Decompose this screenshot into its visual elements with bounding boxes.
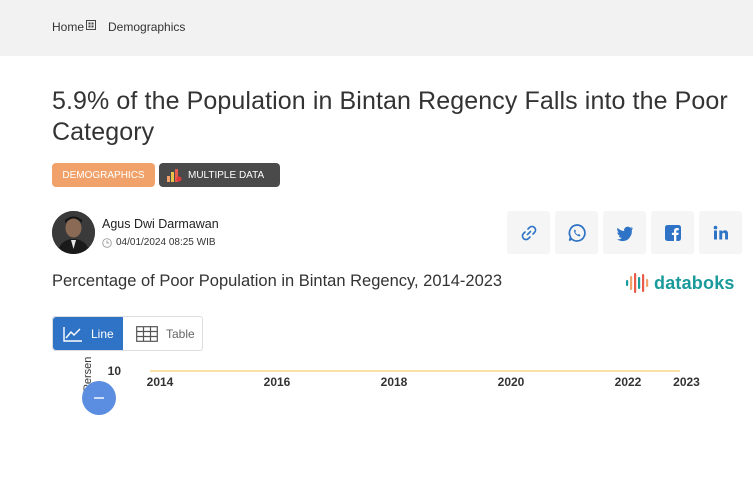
breadcrumb-current[interactable]: Demographics — [108, 20, 186, 34]
clock-icon — [102, 237, 112, 248]
share-twitter-button[interactable] — [603, 211, 646, 254]
line-chart-icon — [63, 326, 82, 342]
x-axis-ticks: 2014 2016 2018 2020 2022 2023 — [147, 375, 701, 389]
publish-date-text: 04/01/2024 08:25 WIB — [116, 237, 216, 248]
author-avatar[interactable] — [52, 211, 95, 254]
share-facebook-button[interactable] — [651, 211, 694, 254]
y-tick-label: 10 — [108, 364, 122, 378]
minus-icon — [94, 397, 104, 399]
x-tick-label: 2022 — [615, 375, 642, 389]
table-icon — [136, 325, 158, 342]
breadcrumb-separator-icon — [86, 20, 97, 30]
article-title: 5.9% of the Population in Bintan Regency… — [52, 87, 728, 146]
author-name[interactable]: Agus Dwi Darmawan — [102, 217, 219, 231]
publish-date: 04/01/2024 08:25 WIB — [102, 237, 216, 248]
x-tick-label: 2023 — [673, 375, 700, 389]
link-icon — [521, 225, 536, 240]
facebook-icon — [664, 224, 681, 241]
chart-minus-button[interactable] — [82, 381, 116, 415]
databoks-logo-text: databoks — [654, 272, 735, 293]
databoks-logo[interactable]: databoks — [625, 271, 735, 295]
x-tick-label: 2014 — [147, 375, 174, 389]
linkedin-icon — [713, 225, 728, 239]
share-link-button[interactable] — [507, 211, 550, 254]
share-linkedin-button[interactable] — [699, 211, 742, 254]
view-toggle: Line Table — [52, 316, 203, 351]
breadcrumb-home[interactable]: Home — [52, 20, 85, 34]
chart-title: Percentage of Poor Population in Bintan … — [52, 272, 503, 290]
breadcrumb: Home Demographics — [52, 20, 185, 34]
line-view-button[interactable]: Line — [53, 317, 123, 350]
table-view-label: Table — [166, 326, 195, 341]
top-bar: Home Demographics — [0, 0, 753, 56]
share-whatsapp-button[interactable] — [555, 211, 598, 254]
x-tick-label: 2018 — [381, 375, 408, 389]
x-tick-label: 2016 — [264, 375, 291, 389]
x-tick-label: 2020 — [498, 375, 525, 389]
poverty-line-chart: Persen 10 2014 2016 2018 2020 2022 2023 — [82, 357, 701, 392]
table-view-button[interactable]: Table — [123, 317, 195, 350]
whatsapp-icon — [568, 223, 586, 242]
category-tag[interactable]: DEMOGRAPHICS — [52, 163, 155, 187]
line-view-label: Line — [91, 326, 114, 341]
twitter-icon — [616, 226, 633, 241]
multiple-data-label: MULTIPLE DATA — [188, 169, 265, 181]
multiple-data-icon — [167, 169, 182, 182]
databoks-logo-icon — [626, 273, 649, 293]
multiple-data-tag[interactable]: MULTIPLE DATA — [159, 163, 280, 187]
